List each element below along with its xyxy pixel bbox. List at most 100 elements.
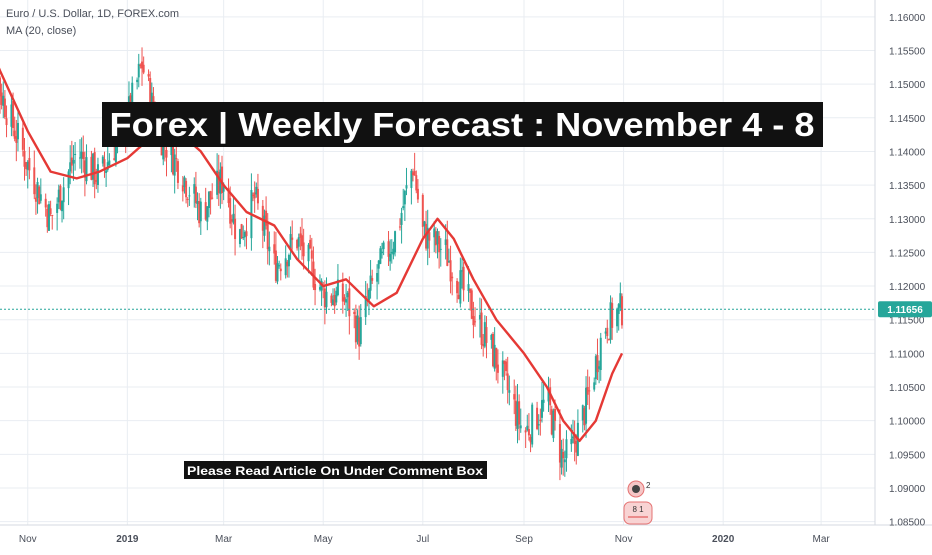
candle-body bbox=[335, 290, 338, 303]
candle-body bbox=[284, 258, 287, 276]
candle-body bbox=[436, 231, 439, 245]
candle-body bbox=[359, 317, 362, 345]
candle-body bbox=[470, 290, 473, 319]
candle-body bbox=[61, 200, 64, 212]
candle-body bbox=[51, 215, 54, 217]
candle-body bbox=[59, 185, 62, 210]
candle-body bbox=[478, 315, 481, 320]
candle-body bbox=[181, 185, 184, 192]
candle-body bbox=[571, 436, 574, 439]
candle-body bbox=[565, 439, 568, 459]
candle-body bbox=[185, 180, 188, 198]
candle-body bbox=[333, 294, 336, 307]
candle-body bbox=[183, 177, 186, 187]
candle-body bbox=[108, 160, 111, 165]
candle-body bbox=[245, 231, 248, 237]
candle-body bbox=[302, 242, 305, 257]
candle-body bbox=[162, 135, 165, 160]
ma-line bbox=[0, 67, 624, 443]
candle-body bbox=[252, 194, 255, 196]
candle-body bbox=[519, 425, 522, 429]
candle-body bbox=[70, 157, 73, 166]
candle-body bbox=[341, 283, 344, 302]
candle-body bbox=[552, 410, 555, 439]
earnings-marker-label: 2 bbox=[646, 481, 651, 490]
indicator-title[interactable]: MA (20, close) bbox=[6, 25, 76, 37]
candle-body bbox=[493, 344, 496, 369]
candle-body bbox=[416, 188, 419, 200]
candle-body bbox=[536, 407, 539, 430]
candle-body bbox=[560, 448, 563, 468]
candle-body bbox=[105, 170, 108, 174]
candle-body bbox=[593, 382, 596, 390]
time-tick-label: 2020 bbox=[712, 534, 735, 545]
earnings-marker[interactable]: 2 bbox=[627, 480, 651, 498]
candle-body bbox=[469, 288, 472, 293]
candle-body bbox=[170, 140, 173, 156]
candle-body bbox=[92, 153, 95, 180]
candle-body bbox=[620, 296, 623, 326]
candle-body bbox=[2, 95, 5, 106]
candle-body bbox=[193, 184, 196, 194]
candle-body bbox=[78, 157, 81, 159]
candle-body bbox=[367, 289, 370, 301]
candle-body bbox=[186, 198, 189, 200]
candle-body bbox=[217, 171, 220, 193]
candle-body bbox=[211, 197, 214, 199]
price-tick-label: 1.11000 bbox=[889, 349, 925, 360]
candle-body bbox=[136, 79, 139, 83]
candle-body bbox=[289, 234, 292, 251]
candle-body bbox=[266, 223, 269, 250]
candle-body bbox=[330, 295, 333, 303]
candle-body bbox=[93, 152, 96, 185]
candle-body bbox=[222, 184, 225, 192]
candle-body bbox=[462, 266, 465, 291]
candle-body bbox=[402, 206, 405, 209]
symbol-title: Euro / U.S. Dollar, 1D, FOREX.com bbox=[6, 8, 179, 20]
candle-body bbox=[273, 244, 276, 254]
price-tick-label: 1.08500 bbox=[889, 518, 926, 529]
candle-body bbox=[483, 322, 486, 347]
candle-body bbox=[139, 65, 142, 67]
price-tick-label: 1.14000 bbox=[889, 147, 926, 158]
candle-body bbox=[82, 152, 85, 160]
price-tick-label: 1.09500 bbox=[889, 450, 926, 461]
candle-body bbox=[336, 279, 339, 296]
candle-body bbox=[524, 430, 527, 433]
candle-body bbox=[434, 231, 437, 246]
candle-body bbox=[439, 248, 442, 250]
candle-body bbox=[165, 149, 168, 158]
candle-body bbox=[492, 333, 495, 367]
candle-body bbox=[617, 304, 620, 314]
candle-body bbox=[558, 424, 561, 463]
candle-body bbox=[526, 425, 529, 431]
candle-body bbox=[28, 157, 31, 171]
candle-body bbox=[348, 288, 351, 317]
time-axis[interactable]: Nov 2019 Mar May Jul Sep Nov 2020 Mar bbox=[19, 534, 831, 545]
price-tick-label: 1.10000 bbox=[889, 417, 926, 428]
candle-body bbox=[234, 218, 237, 240]
candle-body bbox=[323, 288, 326, 308]
candle-body bbox=[0, 92, 3, 105]
candle-body bbox=[394, 231, 397, 253]
candle-body bbox=[96, 164, 99, 185]
time-tick-label: Mar bbox=[215, 534, 233, 545]
candle-body bbox=[447, 261, 450, 263]
candle-body bbox=[562, 452, 565, 459]
candle-body bbox=[56, 203, 59, 213]
candle-body bbox=[389, 253, 392, 262]
last-price-tag: 1.11656 bbox=[878, 301, 932, 318]
candle-body bbox=[204, 202, 207, 220]
candle-body bbox=[265, 210, 268, 226]
candle-body bbox=[243, 231, 246, 238]
candle-body bbox=[387, 241, 390, 257]
candle-body bbox=[604, 331, 607, 334]
candle-body bbox=[207, 191, 210, 209]
candle-body bbox=[256, 188, 259, 204]
price-axis[interactable]: 1.16000 1.15500 1.15000 1.14500 1.14000 1.135… bbox=[889, 13, 926, 529]
event-marker[interactable]: 8 1 bbox=[623, 501, 653, 525]
candle-body bbox=[501, 360, 504, 377]
candle-body bbox=[90, 156, 93, 180]
